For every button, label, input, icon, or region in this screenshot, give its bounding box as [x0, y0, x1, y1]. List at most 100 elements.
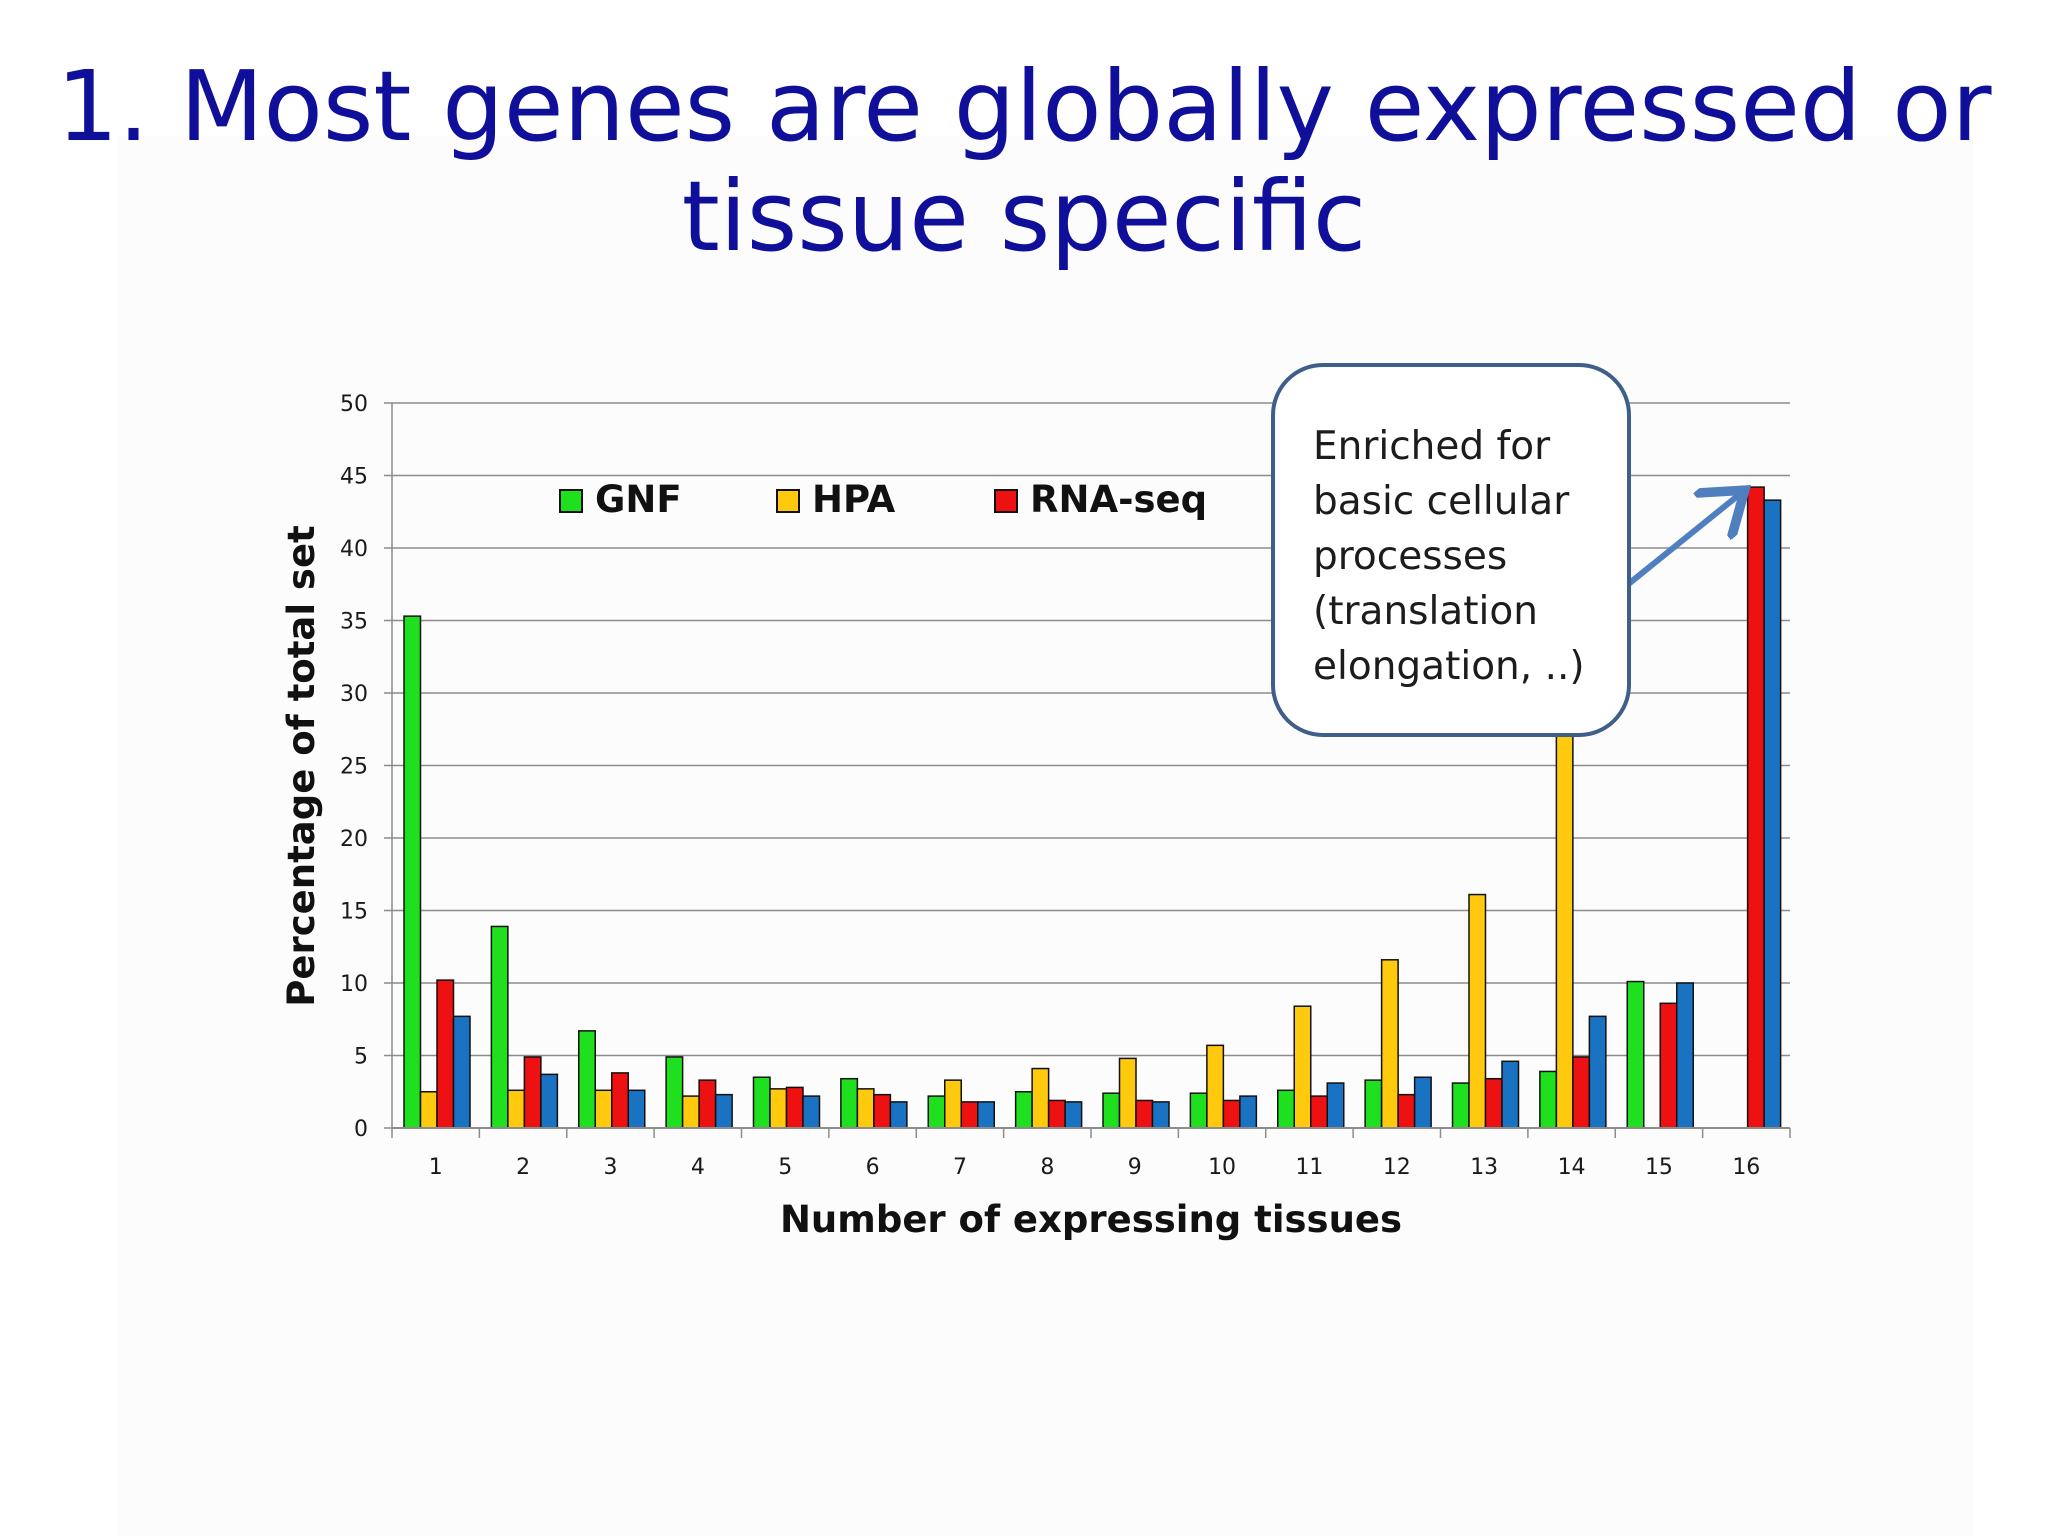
y-tick-label: 20	[340, 827, 368, 852]
bar-rna-seq	[960, 1101, 979, 1129]
callout-box: Enriched for basic cellular processes (t…	[1271, 363, 1631, 737]
bar-rna-seq	[1659, 1002, 1678, 1129]
bar-hpa	[1468, 893, 1487, 1129]
y-tick-label: 0	[354, 1117, 368, 1142]
y-axis-title: Percentage of total set	[280, 525, 323, 1006]
bar-hpa	[856, 1088, 875, 1129]
bar-rna-seq	[1746, 486, 1765, 1129]
legend-label: GNF	[595, 478, 682, 521]
bar-hpa	[1206, 1044, 1225, 1129]
bar-hpa	[1118, 1057, 1137, 1129]
bar-series-4	[627, 1089, 646, 1129]
bar-hpa	[1293, 1005, 1312, 1129]
x-tick-label: 11	[1295, 1155, 1323, 1180]
bar-rna-seq	[698, 1079, 717, 1129]
x-tick-label: 10	[1208, 1155, 1236, 1180]
bar-series-4	[1326, 1082, 1345, 1129]
bar-series-4	[1064, 1101, 1083, 1129]
y-tick-label: 25	[340, 755, 368, 780]
bar-hpa	[1555, 721, 1574, 1129]
x-tick-label: 3	[603, 1155, 617, 1180]
x-tick-label: 9	[1128, 1155, 1142, 1180]
bar-gnf	[752, 1076, 771, 1129]
legend-swatch	[776, 489, 800, 513]
bar-series-4	[889, 1101, 908, 1129]
x-tick-label: 5	[778, 1155, 792, 1180]
bar-gnf	[1014, 1091, 1033, 1129]
bar-rna-seq	[611, 1072, 629, 1129]
bar-rna-seq	[1397, 1093, 1416, 1129]
bar-hpa	[1380, 959, 1399, 1129]
bar-rna-seq	[1310, 1095, 1328, 1129]
bar-series-4	[1763, 499, 1782, 1129]
bar-rna-seq	[873, 1093, 892, 1129]
bar-gnf	[1277, 1089, 1295, 1129]
bar-rna-seq	[785, 1086, 804, 1129]
slide-title: 1. Most genes are globally expressed or …	[0, 52, 2048, 272]
y-tick-label: 50	[340, 392, 368, 417]
bar-series-4	[714, 1093, 733, 1129]
x-tick-label: 13	[1470, 1155, 1498, 1180]
callout-line-2: basic cellular	[1313, 479, 1570, 524]
bar-series-4	[1588, 1015, 1607, 1129]
x-tick-label: 16	[1732, 1155, 1760, 1180]
y-tick-label: 45	[340, 465, 368, 490]
x-tick-label: 6	[866, 1155, 880, 1180]
x-tick-label: 7	[953, 1155, 967, 1180]
bar-hpa	[681, 1095, 700, 1129]
bar-hpa	[419, 1091, 438, 1129]
x-tick-label: 1	[429, 1155, 443, 1180]
legend-swatch	[994, 489, 1018, 513]
y-tick-label: 15	[340, 900, 368, 925]
x-tick-label: 2	[516, 1155, 530, 1180]
bar-hpa	[944, 1079, 962, 1129]
bar-gnf	[1539, 1070, 1558, 1129]
bar-rna-seq	[523, 1056, 542, 1129]
callout-line-4: (translation	[1313, 589, 1538, 634]
bar-series-4	[1413, 1076, 1432, 1129]
x-axis-title: Number of expressing tissues	[780, 1198, 1402, 1241]
x-tick-label: 8	[1040, 1155, 1054, 1180]
slide-title-line-2: tissue specific	[681, 160, 1367, 273]
bar-gnf	[927, 1095, 946, 1129]
bar-gnf	[1451, 1082, 1470, 1129]
bar-gnf	[403, 615, 422, 1129]
callout-line-1: Enriched for	[1313, 424, 1551, 469]
bar-rna-seq	[436, 979, 455, 1129]
slide-background	[118, 136, 1973, 1536]
y-tick-label: 30	[340, 682, 368, 707]
y-tick-label: 40	[340, 537, 368, 562]
y-tick-label: 10	[340, 972, 368, 997]
bar-hpa	[507, 1089, 526, 1129]
bar-gnf	[665, 1056, 684, 1129]
bar-series-4	[1501, 1060, 1520, 1129]
x-tick-label: 15	[1645, 1155, 1673, 1180]
bar-series-4	[1151, 1101, 1170, 1129]
bar-gnf	[1189, 1092, 1208, 1129]
bar-gnf	[840, 1077, 859, 1129]
bar-series-4	[540, 1073, 559, 1129]
callout-arrow	[1624, 494, 1740, 589]
legend-label: RNA-seq	[1030, 478, 1207, 521]
x-tick-label: 12	[1383, 1155, 1411, 1180]
bar-rna-seq	[1135, 1099, 1154, 1129]
slide-title-line-1: 1. Most genes are globally expressed or	[56, 50, 1992, 163]
bar-rna-seq	[1484, 1077, 1503, 1129]
bar-series-4	[1239, 1095, 1258, 1129]
bar-series-4	[1676, 982, 1694, 1129]
callout-line-3: processes	[1313, 534, 1508, 579]
bar-hpa	[769, 1088, 788, 1129]
x-tick-label: 4	[691, 1155, 705, 1180]
bar-hpa	[594, 1089, 613, 1129]
bar-gnf	[490, 925, 509, 1129]
y-tick-label: 5	[354, 1045, 368, 1070]
callout-line-5: elongation, ..)	[1313, 644, 1585, 689]
y-tick-label: 35	[340, 610, 368, 635]
bar-gnf	[1626, 980, 1645, 1129]
bar-gnf	[1102, 1092, 1121, 1129]
bar-series-4	[977, 1101, 995, 1129]
bar-gnf	[578, 1030, 596, 1129]
legend-swatch	[559, 489, 583, 513]
bar-series-4	[802, 1095, 821, 1129]
bar-rna-seq	[1047, 1099, 1066, 1129]
